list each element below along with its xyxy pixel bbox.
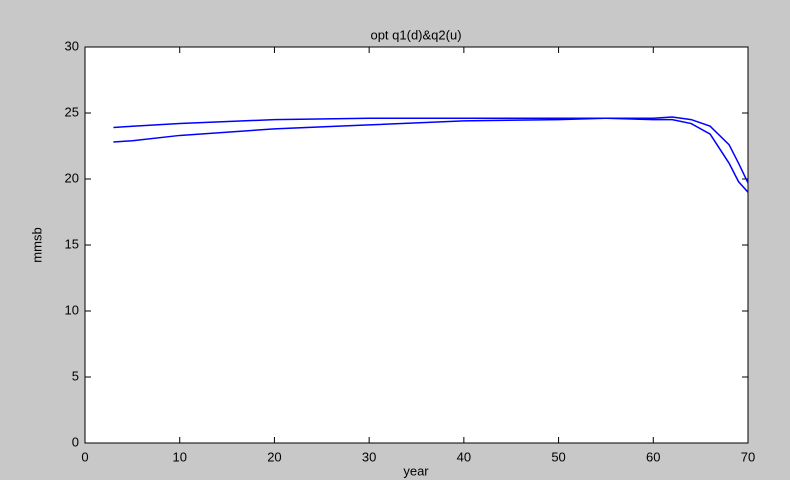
y-tick-label: 0 <box>72 434 79 449</box>
chart-title: opt q1(d)&q2(u) <box>370 27 461 42</box>
x-tick-label: 0 <box>81 449 88 464</box>
x-tick-label: 20 <box>267 449 281 464</box>
x-tick-label: 40 <box>457 449 471 464</box>
y-axis-label: mmsb <box>29 227 44 262</box>
y-tick-label: 20 <box>65 170 79 185</box>
line <box>113 116 749 184</box>
x-tick-label: 70 <box>741 449 755 464</box>
x-tick-label: 10 <box>172 449 186 464</box>
x-tick-label: 50 <box>551 449 565 464</box>
y-tick-label: 25 <box>65 104 79 119</box>
x-tick-label: 60 <box>646 449 660 464</box>
y-tick-label: 5 <box>72 368 79 383</box>
x-axis-label: year <box>403 463 429 478</box>
y-tick-label: 30 <box>65 38 79 53</box>
plot-area <box>84 46 749 444</box>
y-tick-label: 15 <box>65 236 79 251</box>
x-tick-label: 30 <box>362 449 376 464</box>
y-tick-label: 10 <box>65 302 79 317</box>
